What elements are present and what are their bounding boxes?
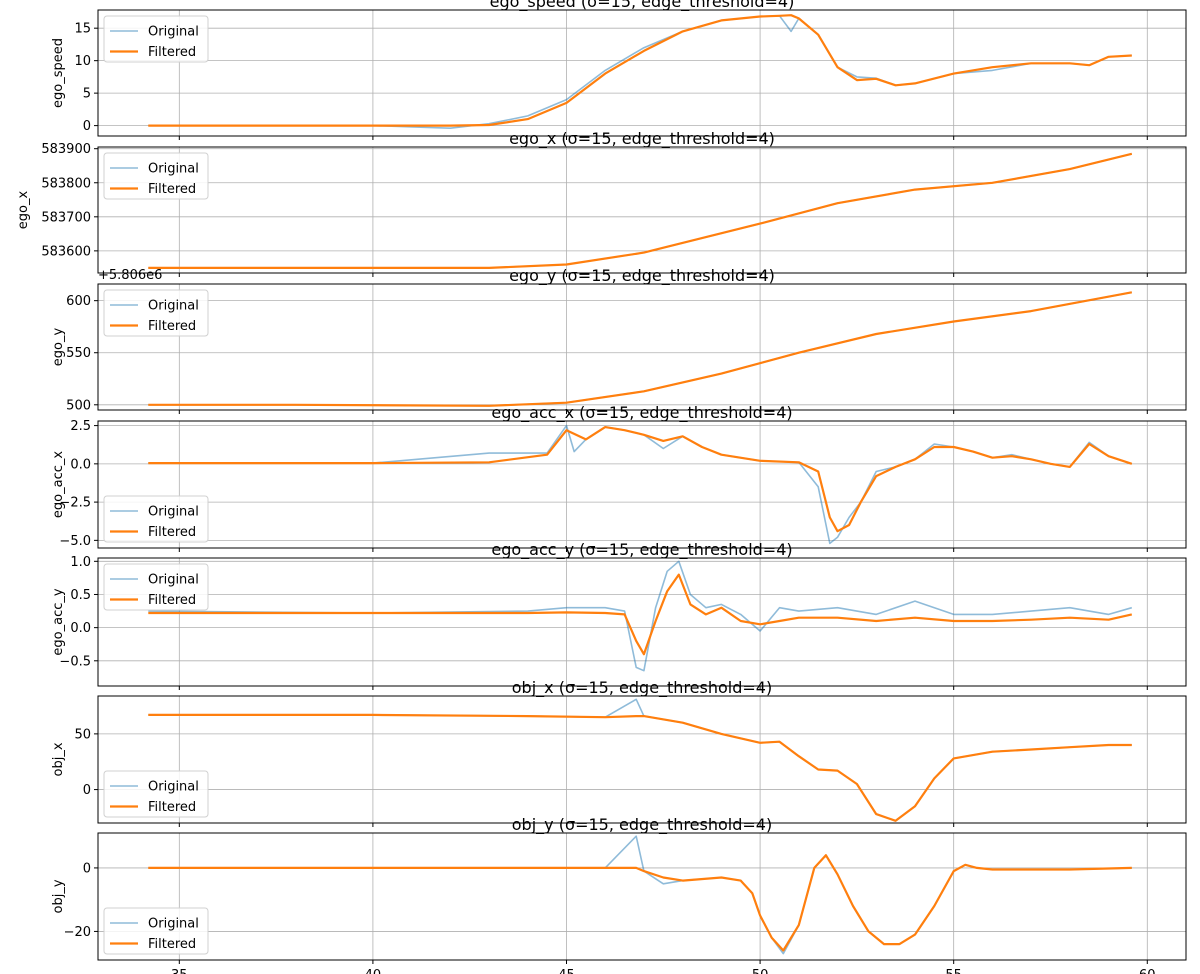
y-tick-label: 0 <box>83 861 91 876</box>
y-tick-label: 500 <box>66 398 91 413</box>
legend: Original Filtered <box>103 563 209 611</box>
y-tick-label: −5.0 <box>59 534 91 549</box>
legend-label-original: Original <box>148 917 199 932</box>
y-tick-label: −2.5 <box>59 496 91 511</box>
series-original-line <box>148 698 1132 822</box>
legend: Original Filtered <box>103 152 209 200</box>
subplot-title: ego_y (σ=15, edge_threshold=4) <box>509 266 775 286</box>
y-axis-label: ego_acc_x <box>51 451 66 518</box>
legend-label-filtered: Filtered <box>148 937 196 952</box>
legend-label-original: Original <box>148 505 199 520</box>
subplot-3: 500 550 600 ego_y (σ=15, edge_threshold=4)e… <box>51 266 1187 414</box>
subplot-title: ego_acc_x (σ=15, edge_threshold=4) <box>491 403 792 423</box>
legend-label-filtered: Filtered <box>148 593 196 608</box>
axes-frame <box>97 832 1187 961</box>
x-tick-label: 45 <box>558 968 575 974</box>
y-axis-label: obj_x <box>51 742 66 776</box>
legend-label-original: Original <box>148 25 199 40</box>
x-tick-label: 50 <box>752 968 769 974</box>
legend-label-original: Original <box>148 573 199 588</box>
x-tick-label: 40 <box>365 968 382 974</box>
y-tick-label: 583800 <box>41 176 91 191</box>
legend: Original Filtered <box>103 495 209 543</box>
series-filtered-line <box>148 152 1133 269</box>
y-tick-label: 583600 <box>41 244 91 259</box>
axes-frame <box>97 283 1187 411</box>
subplot-title: ego_x (σ=15, edge_threshold=4) <box>509 129 775 149</box>
series-original-line <box>148 424 1133 545</box>
legend: Original Filtered <box>103 15 209 63</box>
series-original-line <box>148 15 1132 129</box>
series-filtered-line <box>148 426 1133 533</box>
axes-frame <box>97 420 1187 549</box>
y-tick-label: 2.5 <box>70 419 91 434</box>
y-tick-label: 0.0 <box>70 621 91 636</box>
y-tick-label: 0.0 <box>70 457 91 472</box>
legend: Original Filtered <box>103 907 209 955</box>
y-tick-label: 50 <box>74 727 91 742</box>
y-tick-label: 550 <box>66 346 91 361</box>
y-tick-label: 583700 <box>41 210 91 225</box>
x-tick-label: 35 <box>171 968 188 974</box>
series-filtered-line <box>148 291 1133 407</box>
y-tick-label: 0 <box>83 119 91 134</box>
series-original-line <box>148 291 1132 407</box>
legend-label-original: Original <box>148 299 199 314</box>
series-filtered-line <box>148 854 1132 952</box>
legend-label-filtered: Filtered <box>148 182 196 197</box>
series-filtered-line <box>148 713 1132 822</box>
y-tick-label: 15 <box>74 22 91 37</box>
subplot-6: 0 50 obj_x (σ=15, edge_threshold=4) obj_x Or… <box>51 678 1187 827</box>
legend-label-original: Original <box>148 780 199 795</box>
y-tick-label: −20 <box>64 925 91 940</box>
subplot-4: −5.0 −2.5 0.0 2.5 ego_acc_x (σ=15, edge_thre… <box>51 403 1187 552</box>
y-axis-label: ego_y <box>51 327 66 366</box>
y-axis-label: ego_speed <box>51 38 66 108</box>
y-tick-label: 583900 <box>41 142 91 157</box>
axis-offset-text: +5.806e6 <box>98 268 162 283</box>
x-tick-label: 60 <box>1139 968 1156 974</box>
subplot-title: ego_speed (σ=15, edge_threshold=4) <box>490 0 795 12</box>
legend-label-filtered: Filtered <box>148 525 196 540</box>
legend-label-filtered: Filtered <box>148 319 196 334</box>
series-filtered-line <box>148 573 1133 656</box>
y-tick-label: 0 <box>83 783 91 798</box>
series-original-line <box>148 560 1133 672</box>
legend-label-filtered: Filtered <box>148 800 196 815</box>
y-tick-label: −0.5 <box>59 654 91 669</box>
subplot-2: 583600 583700 583800 583900 ego_x (σ=15, edg… <box>16 129 1187 277</box>
y-tick-label: 10 <box>74 54 91 69</box>
subplot-title: obj_y (σ=15, edge_threshold=4) <box>512 815 772 835</box>
legend-label-original: Original <box>148 162 199 177</box>
axes-frame <box>97 146 1187 274</box>
axes-frame <box>97 9 1187 137</box>
axes-frame <box>97 695 1187 824</box>
x-tick-label: 55 <box>945 968 962 974</box>
subplot-title: obj_x (σ=15, edge_threshold=4) <box>512 678 772 698</box>
legend: Original Filtered <box>103 289 209 337</box>
axes-frame <box>97 557 1187 687</box>
series-original-line <box>148 835 1132 955</box>
y-tick-label: 600 <box>66 294 91 309</box>
y-axis-label: obj_y <box>51 879 66 913</box>
subplot-1: 0 5 10 15 ego_speed (σ=15, edge_threshold=4)… <box>51 0 1187 140</box>
y-tick-label: 5 <box>83 87 91 102</box>
y-tick-label: 0.5 <box>70 588 91 603</box>
y-axis-label: ego_acc_y <box>51 588 66 655</box>
subplot-5: −0.5 0.0 0.5 1.0 ego_acc_y (σ=15, edge_thres… <box>51 540 1187 690</box>
y-tick-label: 1.0 <box>70 555 91 570</box>
legend: Original Filtered <box>103 770 209 818</box>
series-filtered-line <box>148 14 1132 127</box>
y-axis-label: ego_x <box>16 190 31 229</box>
subplot-7: −20 0 35 40 45 50 55 60 obj_y (σ=15, edge_thresh… <box>51 815 1187 974</box>
subplot-title: ego_acc_y (σ=15, edge_threshold=4) <box>491 540 792 560</box>
legend-label-filtered: Filtered <box>148 45 196 60</box>
